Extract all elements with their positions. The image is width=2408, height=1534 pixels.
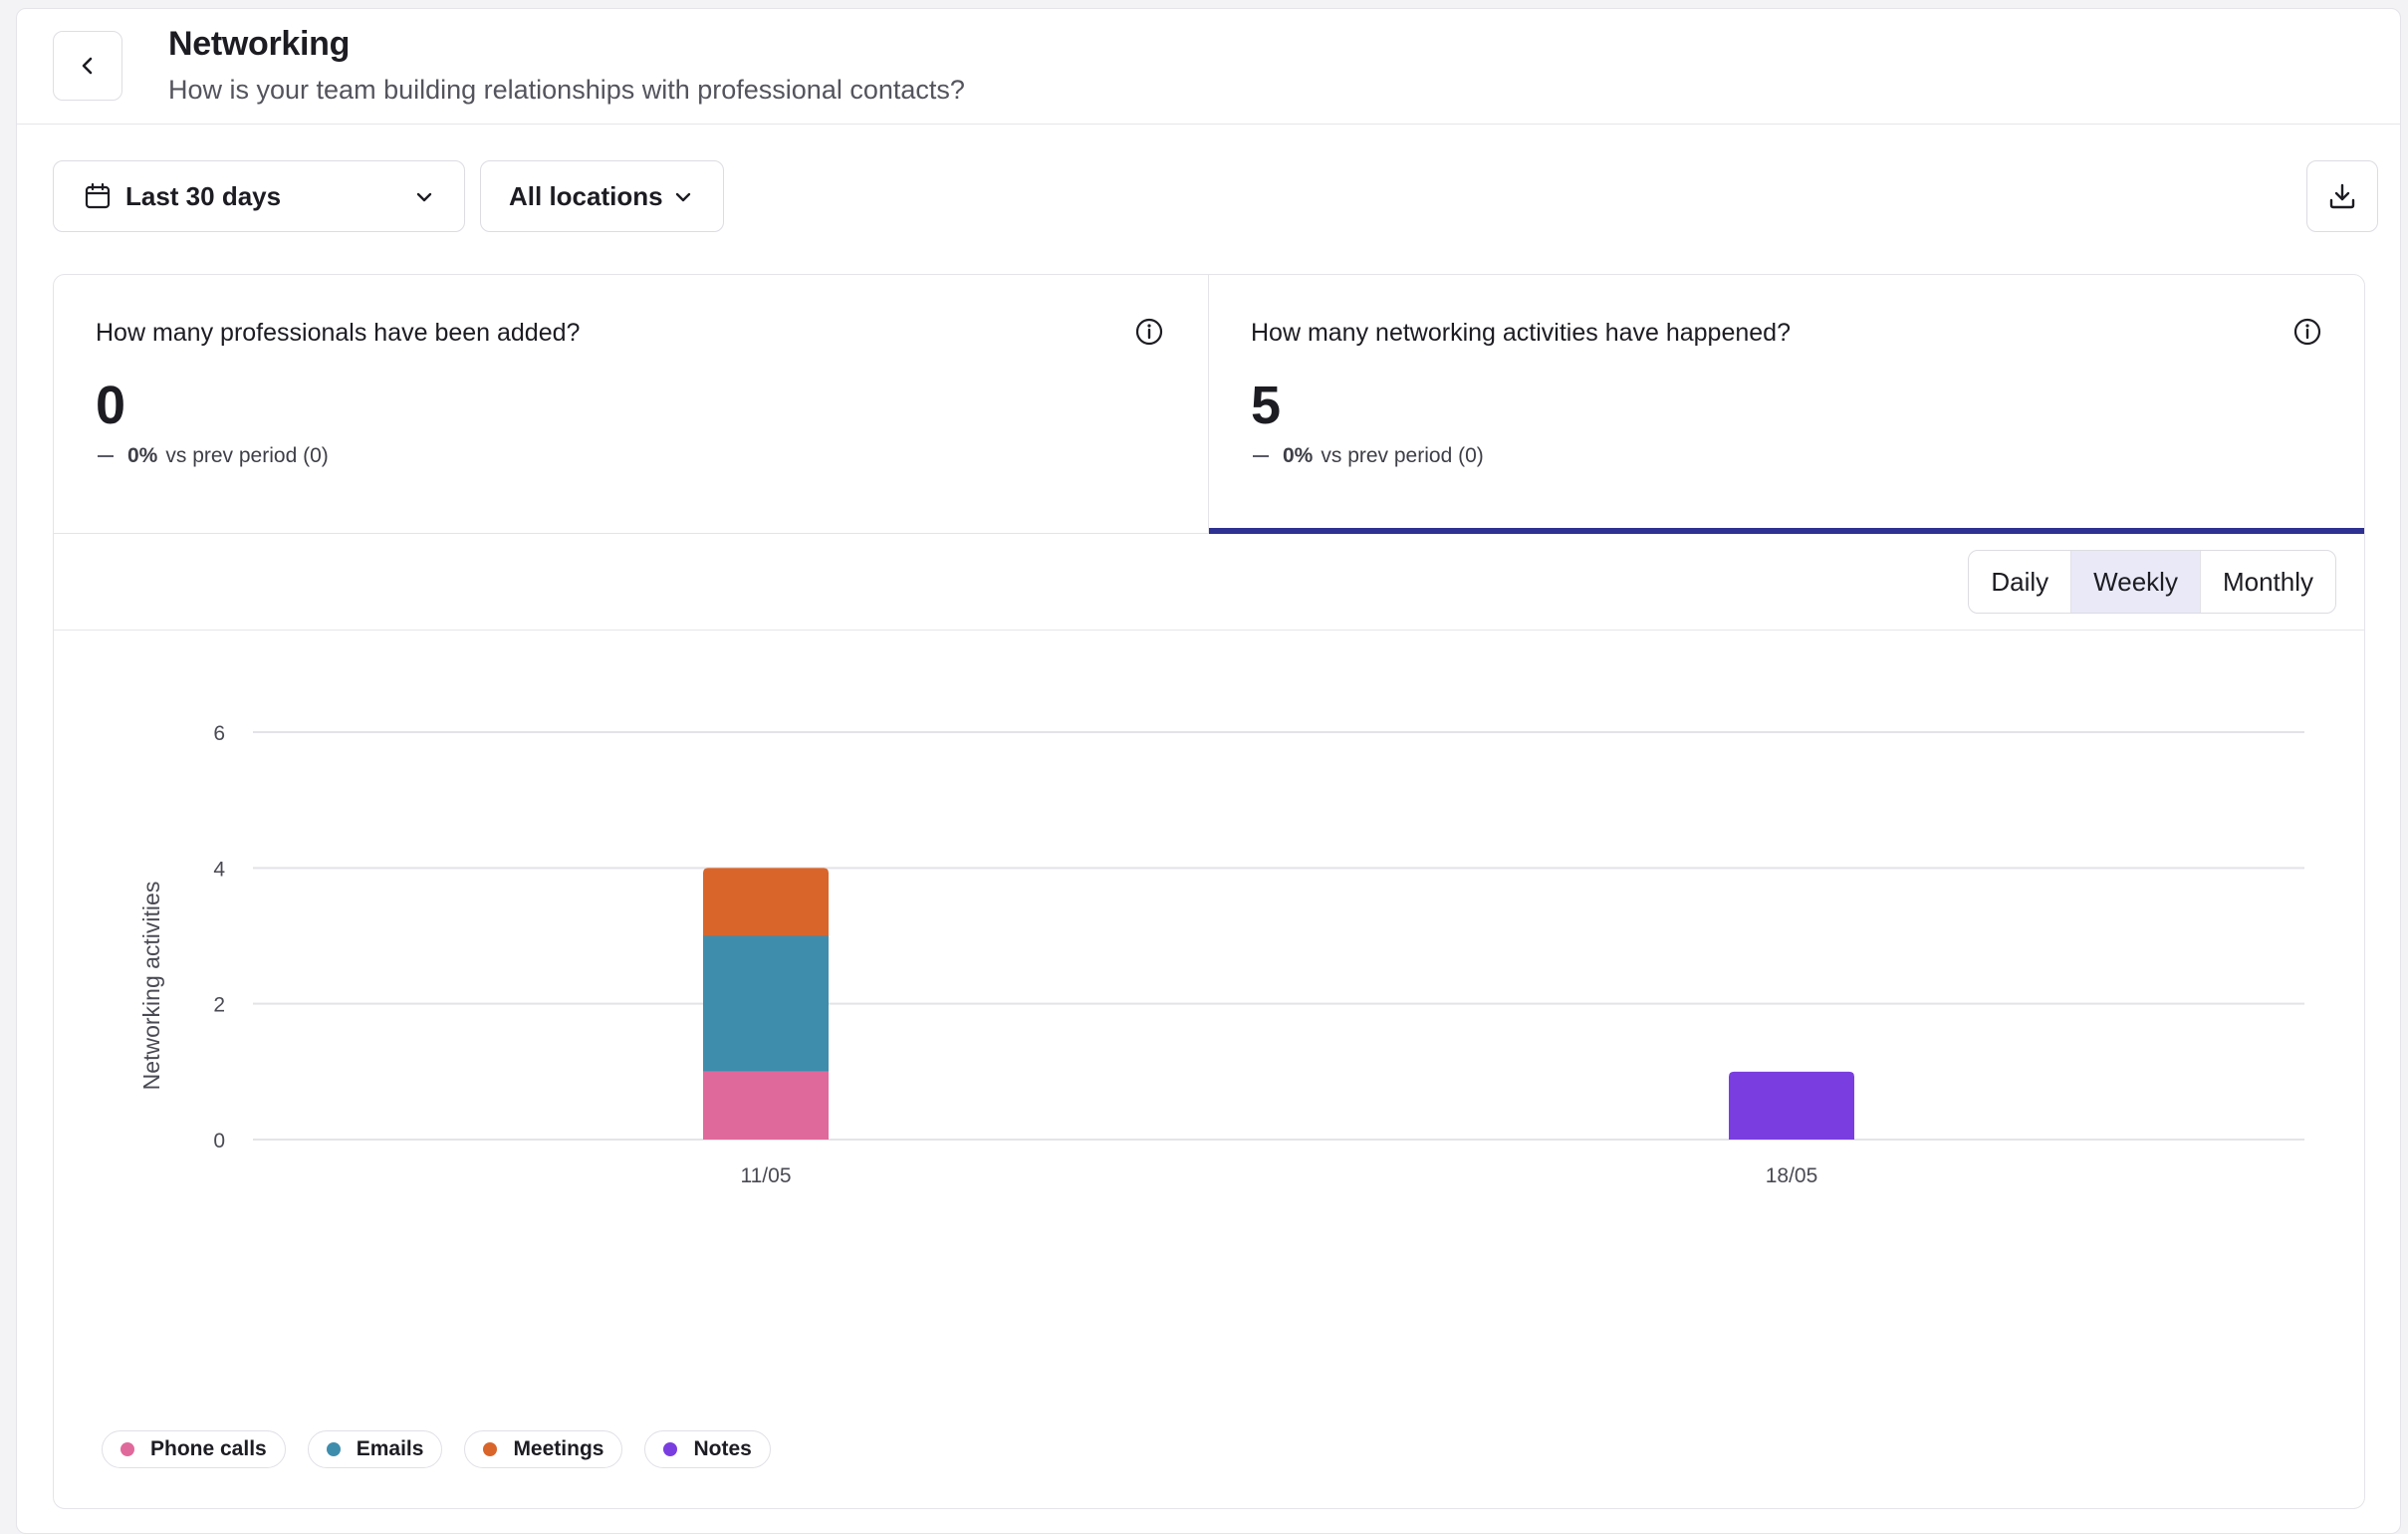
legend-item-emails[interactable]: Emails [307, 1430, 443, 1468]
neutral-dash-icon [98, 455, 114, 457]
stat-professionals-added[interactable]: How many professionals have been added? … [54, 275, 1209, 534]
granularity-toggle: Daily Weekly Monthly [1968, 550, 2336, 614]
download-icon [2329, 183, 2355, 209]
page-title: Networking [168, 25, 351, 63]
stat-comparison: 0% vs prev period (0) [1251, 444, 1484, 468]
y-tick-label: 4 [213, 858, 225, 881]
stat-change-text: vs prev period (0) [165, 444, 329, 467]
calendar-icon [85, 182, 111, 209]
chart-toolbar: Daily Weekly Monthly [54, 534, 2364, 631]
page-header: Networking How is your team building rel… [17, 9, 2400, 125]
info-icon[interactable] [2292, 317, 2322, 347]
bar-segment-notes [1729, 1071, 1854, 1140]
stat-value: 5 [1251, 376, 1282, 435]
date-range-dropdown[interactable]: Last 30 days [53, 160, 465, 232]
chart-legend: Phone calls Emails Meetings Notes [102, 1430, 771, 1468]
y-tick-label: 2 [213, 994, 225, 1017]
legend-label: Meetings [513, 1437, 604, 1460]
legend-label: Phone calls [150, 1437, 267, 1460]
stat-question: How many professionals have been added? [96, 319, 581, 347]
selected-tab-indicator [1209, 528, 2364, 534]
stat-change-text: vs prev period (0) [1321, 444, 1484, 467]
date-range-label: Last 30 days [125, 180, 282, 211]
back-button[interactable] [53, 31, 122, 101]
stat-comparison: 0% vs prev period (0) [96, 444, 329, 468]
legend-label: Notes [693, 1437, 752, 1460]
chevron-down-icon [416, 192, 432, 202]
stat-value: 0 [96, 376, 126, 435]
download-button[interactable] [2306, 160, 2378, 232]
y-tick-label: 6 [213, 722, 225, 745]
neutral-dash-icon [1253, 455, 1269, 457]
networking-page: Networking How is your team building rel… [16, 8, 2401, 1534]
legend-label: Emails [356, 1437, 424, 1460]
bar-segment-emails [703, 935, 829, 1072]
analytics-card: How many professionals have been added? … [53, 274, 2365, 1509]
page-subtitle: How is your team building relationships … [168, 75, 965, 105]
stat-change-percent: 0% [127, 444, 158, 467]
granularity-weekly[interactable]: Weekly [2071, 551, 2201, 613]
location-dropdown[interactable]: All locations [480, 160, 724, 232]
legend-color-dot [326, 1442, 341, 1456]
chevron-down-icon [675, 192, 691, 202]
legend-color-dot [663, 1442, 678, 1456]
location-label: All locations [509, 180, 663, 211]
stat-question: How many networking activities have happ… [1251, 319, 1791, 347]
x-tick-label: 18/05 [1766, 1164, 1818, 1187]
y-tick-label: 0 [213, 1130, 225, 1152]
legend-item-phone-calls[interactable]: Phone calls [102, 1430, 286, 1468]
granularity-daily[interactable]: Daily [1969, 551, 2072, 613]
legend-item-notes[interactable]: Notes [644, 1430, 771, 1468]
y-axis-label: Networking activities [138, 882, 164, 1091]
stat-change-percent: 0% [1283, 444, 1314, 467]
legend-item-meetings[interactable]: Meetings [464, 1430, 623, 1468]
bar-segment-phone-calls [703, 1071, 829, 1140]
info-icon[interactable] [1134, 317, 1164, 347]
bar-segment-meetings [703, 868, 829, 936]
activities-chart: 0 2 4 6 Networking activities 11/05 18/05 [138, 722, 2304, 1187]
granularity-monthly[interactable]: Monthly [2222, 566, 2313, 597]
stat-networking-activities[interactable]: How many networking activities have happ… [1209, 275, 2364, 534]
legend-color-dot [483, 1442, 498, 1456]
legend-color-dot [120, 1442, 134, 1456]
x-tick-label: 11/05 [741, 1164, 792, 1187]
chevron-left-icon [82, 57, 93, 75]
